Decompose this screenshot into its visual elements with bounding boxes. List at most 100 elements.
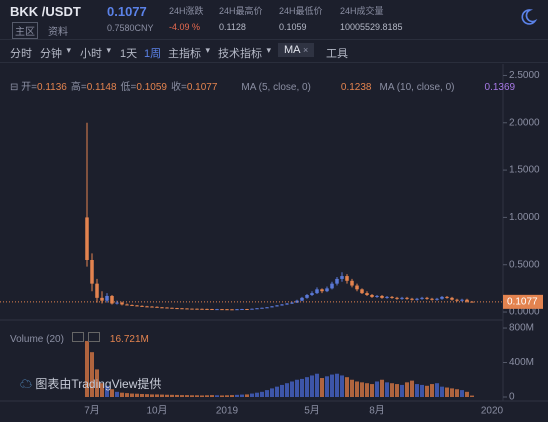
candle-body — [110, 295, 114, 304]
x-tick-label: 7月 — [84, 405, 100, 417]
volume-bar — [350, 379, 354, 397]
candle-body — [220, 309, 224, 311]
candle-body — [185, 308, 189, 310]
divider — [0, 62, 548, 63]
pair: BKK /USDT — [10, 4, 81, 19]
volume-bar — [270, 388, 274, 397]
volume-bar — [445, 387, 449, 397]
candle-body — [310, 293, 314, 296]
toolbar-item[interactable]: 工具 — [326, 48, 348, 60]
volume-bar — [390, 383, 394, 397]
zone-tag: 主区 — [12, 22, 38, 39]
volume-bar — [115, 391, 119, 397]
info-link[interactable]: 资料 — [48, 27, 68, 38]
axis-bg — [503, 64, 548, 422]
volume-bar — [310, 375, 314, 397]
candle-body — [250, 308, 254, 310]
candle-body — [365, 293, 369, 296]
icon[interactable] — [71, 332, 84, 342]
candle-body — [280, 304, 284, 306]
volume-bar — [145, 394, 149, 397]
candle-body — [265, 307, 269, 309]
candle-body — [450, 297, 454, 300]
volume-bar — [105, 385, 109, 397]
volume-bar — [320, 378, 324, 397]
candle-body — [275, 305, 279, 307]
candle-body — [415, 298, 419, 300]
icon[interactable] — [87, 332, 100, 342]
watermark[interactable]: ☁ 图表由TradingView提供 — [20, 375, 161, 392]
candle-body — [165, 307, 169, 309]
toolbar-item[interactable]: 小时 ▾ — [80, 45, 111, 60]
volume-bar — [330, 374, 334, 397]
price-cny: 0.7580CNY — [107, 23, 154, 33]
y-tick-label: 2.5000 — [509, 70, 540, 81]
volume-bar — [385, 382, 389, 397]
candle-body — [425, 297, 429, 299]
x-tick-label: 8月 — [369, 405, 385, 417]
toolbar-item[interactable]: 技术指标 ▾ — [218, 45, 271, 60]
volume-bar — [400, 384, 404, 397]
dropdown-arrow[interactable]: ▾ — [266, 45, 271, 55]
volume-bar — [370, 384, 374, 397]
volume-bar — [455, 389, 459, 397]
ma-label: MA (5, close, 0) — [241, 82, 311, 93]
volume-bar — [120, 392, 124, 397]
volume-tick-label: 800M — [509, 323, 534, 334]
volume-bar — [465, 391, 469, 397]
ohlc-label: 开= — [21, 82, 38, 93]
candle-body — [135, 305, 139, 307]
candle-body — [115, 302, 119, 304]
candle-body — [130, 304, 134, 306]
last-price: 0.1077 — [107, 4, 147, 19]
volume-bar — [395, 384, 399, 397]
volume-bar — [425, 385, 429, 397]
dropdown-arrow[interactable]: ▾ — [205, 45, 210, 55]
candle-body — [160, 307, 164, 309]
theme-icon[interactable] — [518, 7, 538, 27]
candle-body — [155, 306, 159, 308]
volume-bar — [160, 394, 164, 397]
candle-body — [260, 307, 264, 309]
candle-body — [445, 296, 449, 298]
x-tick-label: 2019 — [216, 406, 239, 417]
candle-body — [100, 297, 104, 301]
dropdown-arrow[interactable]: ▾ — [66, 45, 71, 55]
collapse-icon[interactable]: ⊟ — [10, 82, 22, 93]
volume-bar — [125, 393, 129, 397]
close-icon[interactable]: × — [300, 45, 309, 55]
stat-label: 24H成交量 — [340, 6, 384, 16]
candle-body — [330, 283, 334, 289]
volume-bar — [265, 390, 269, 397]
volume-bar — [375, 381, 379, 397]
dropdown-arrow[interactable]: ▾ — [106, 45, 111, 55]
volume-bar — [305, 377, 309, 397]
volume-tick-label: 400M — [509, 357, 534, 368]
candle-body — [305, 295, 309, 298]
volume-bar — [335, 373, 339, 397]
volume-bar — [470, 395, 474, 397]
toolbar-item[interactable]: 主指标 ▾ — [168, 45, 210, 60]
candle-body — [335, 278, 339, 284]
candle-body — [430, 298, 434, 300]
volume-bar — [430, 384, 434, 397]
toolbar-item[interactable]: 分时 — [10, 48, 32, 60]
candle-body — [225, 309, 229, 311]
toolbar-item[interactable]: 1天 — [120, 48, 138, 60]
candle-body — [420, 297, 424, 299]
candle-body — [300, 297, 304, 301]
candle-body — [405, 297, 409, 299]
candle-body — [200, 308, 204, 310]
volume-bar — [415, 384, 419, 397]
ma-value: 0.1369 — [484, 82, 516, 93]
toolbar-item[interactable]: MA × — [278, 43, 315, 57]
volume-bar — [410, 380, 414, 397]
volume-bar — [210, 395, 214, 397]
stat-value: 10005529.8185 — [340, 22, 403, 32]
candle-body — [150, 306, 154, 308]
candle-body — [95, 283, 99, 298]
candle-body — [345, 276, 349, 281]
toolbar-item[interactable]: 分钟 ▾ — [40, 45, 71, 60]
toolbar-item[interactable]: 1周 — [144, 48, 162, 60]
